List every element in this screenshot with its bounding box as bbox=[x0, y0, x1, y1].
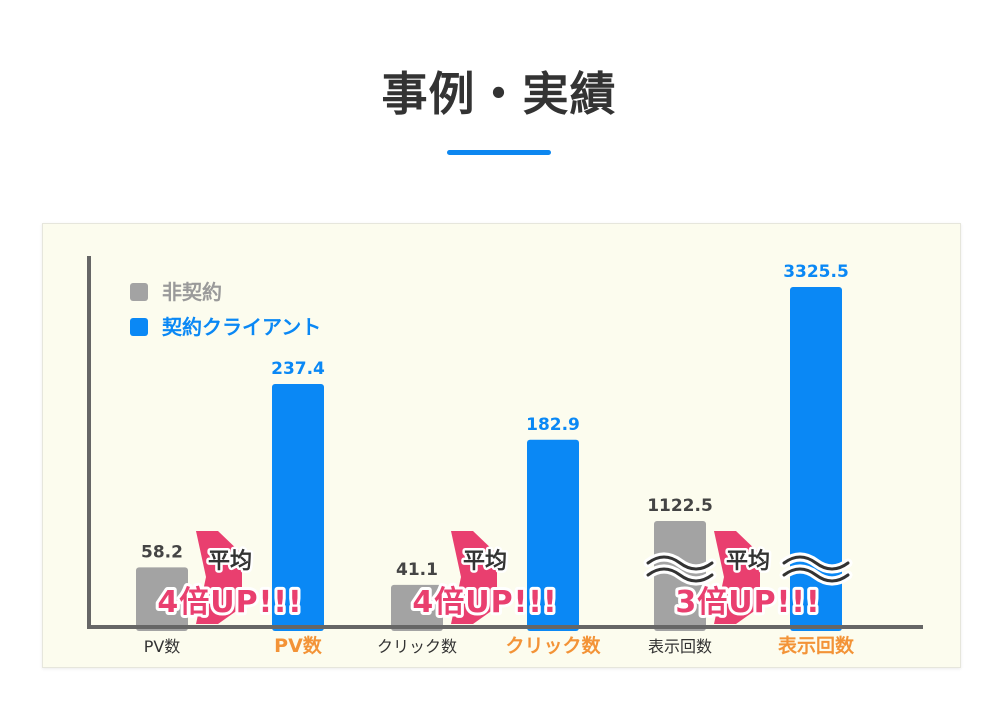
page-title: 事例・実績 bbox=[381, 67, 617, 121]
x-tick-label-contract-1: クリック数 bbox=[505, 634, 601, 657]
title-underline bbox=[447, 150, 551, 155]
badge-arrow-0 bbox=[196, 531, 242, 624]
badge-arrow-1 bbox=[451, 531, 497, 624]
value-label-non-contract-0: 58.2 bbox=[141, 542, 183, 562]
badge-heading-2: 平均 bbox=[726, 548, 770, 574]
chart-panel: 平均 4倍UP!!! 平均 4倍UP!!! 平均 3倍UP!!! 58.2 PV数 237.4… bbox=[42, 223, 961, 668]
value-label-contract-2: 3325.5 bbox=[783, 262, 849, 282]
axis-break-mark-1-1 bbox=[782, 567, 850, 583]
x-tick-label-contract-0: PV数 bbox=[274, 634, 323, 657]
x-tick-label-non-contract-1: クリック数 bbox=[377, 637, 457, 656]
value-label-non-contract-2: 1122.5 bbox=[647, 496, 713, 516]
bar-contract-1 bbox=[527, 439, 579, 631]
legend-label-non-contract: 非契約 bbox=[162, 280, 222, 304]
x-tick-label-non-contract-0: PV数 bbox=[144, 637, 181, 656]
bar-contract-2 bbox=[790, 287, 842, 631]
legend-label-contract: 契約クライアント bbox=[161, 315, 321, 339]
badge-text-0: 4倍UP!!! bbox=[157, 585, 302, 620]
badge-text-1: 4倍UP!!! bbox=[412, 585, 557, 620]
axis-break-mark-1-0 bbox=[782, 555, 850, 571]
legend-swatch-contract bbox=[130, 318, 148, 336]
badge-heading-1: 平均 bbox=[463, 548, 507, 574]
bar-non-contract-1 bbox=[391, 584, 443, 631]
value-label-contract-0: 237.4 bbox=[271, 359, 325, 379]
x-tick-label-contract-2: 表示回数 bbox=[778, 634, 855, 657]
value-label-non-contract-1: 41.1 bbox=[396, 560, 438, 580]
bar-contract-0 bbox=[272, 384, 324, 631]
bar-non-contract-0 bbox=[136, 567, 188, 631]
badge-heading-0: 平均 bbox=[208, 548, 252, 574]
axis-break-mark-0-0 bbox=[646, 555, 714, 571]
badge-arrow-2 bbox=[714, 531, 760, 624]
legend-swatch-non-contract bbox=[130, 283, 148, 301]
axis-break-mark-0-1 bbox=[646, 567, 714, 583]
badge-text-2: 3倍UP!!! bbox=[675, 585, 820, 620]
comparison-bar-chart: 平均 4倍UP!!! 平均 4倍UP!!! 平均 3倍UP!!! 58.2 PV数 237.4… bbox=[87, 256, 923, 657]
x-tick-label-non-contract-2: 表示回数 bbox=[648, 637, 712, 656]
value-label-contract-1: 182.9 bbox=[526, 415, 580, 435]
